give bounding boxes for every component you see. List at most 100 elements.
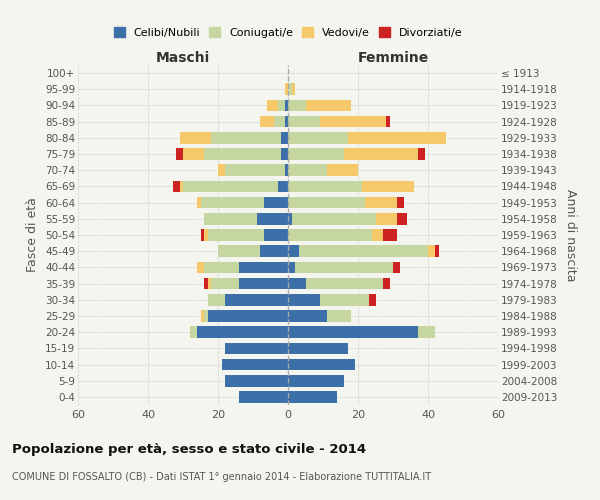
Bar	[320, 294, 368, 306]
Bar	[239, 391, 288, 402]
Bar	[326, 310, 351, 322]
Bar	[435, 246, 439, 257]
Bar	[260, 246, 288, 257]
Bar	[292, 213, 376, 224]
Bar	[263, 197, 288, 208]
Bar	[284, 100, 288, 112]
Bar	[267, 100, 277, 112]
Bar	[288, 132, 347, 143]
Y-axis label: Anni di nascita: Anni di nascita	[564, 188, 577, 281]
Bar	[288, 213, 292, 224]
Bar	[397, 197, 404, 208]
Bar	[383, 278, 389, 289]
Bar	[288, 326, 418, 338]
Bar	[263, 229, 288, 241]
Bar	[197, 262, 204, 273]
Bar	[173, 180, 179, 192]
Text: COMUNE DI FOSSALTO (CB) - Dati ISTAT 1° gennaio 2014 - Elaborazione TUTTITALIA.I: COMUNE DI FOSSALTO (CB) - Dati ISTAT 1° …	[12, 472, 431, 482]
Bar	[204, 229, 208, 241]
Bar	[288, 180, 361, 192]
Bar	[211, 132, 281, 143]
Bar	[288, 278, 305, 289]
Bar	[288, 164, 326, 176]
Bar	[257, 213, 288, 224]
Bar	[218, 164, 225, 176]
Text: Femmine: Femmine	[358, 51, 428, 65]
Bar	[204, 278, 208, 289]
Bar	[179, 132, 211, 143]
Bar	[239, 278, 288, 289]
Bar	[208, 310, 288, 322]
Bar	[225, 294, 288, 306]
Bar	[200, 229, 204, 241]
Bar	[372, 229, 383, 241]
Bar	[347, 132, 445, 143]
Bar	[288, 375, 344, 386]
Bar	[239, 262, 288, 273]
Bar	[288, 229, 372, 241]
Bar	[260, 116, 274, 128]
Bar	[418, 148, 425, 160]
Bar	[288, 294, 320, 306]
Bar	[305, 278, 383, 289]
Bar	[225, 164, 284, 176]
Bar	[284, 116, 288, 128]
Bar	[277, 100, 284, 112]
Bar	[344, 148, 418, 160]
Bar	[211, 278, 239, 289]
Bar	[368, 294, 376, 306]
Bar	[176, 148, 183, 160]
Bar	[376, 213, 397, 224]
Bar	[218, 246, 260, 257]
Bar	[288, 84, 292, 95]
Bar	[204, 262, 239, 273]
Bar	[361, 180, 414, 192]
Legend: Celibi/Nubili, Coniugati/e, Vedovi/e, Divorziati/e: Celibi/Nubili, Coniugati/e, Vedovi/e, Di…	[109, 23, 467, 42]
Bar	[277, 180, 288, 192]
Bar	[281, 132, 288, 143]
Text: Popolazione per età, sesso e stato civile - 2014: Popolazione per età, sesso e stato civil…	[12, 442, 366, 456]
Bar	[288, 100, 305, 112]
Bar	[197, 197, 200, 208]
Bar	[320, 116, 386, 128]
Bar	[221, 358, 288, 370]
Bar	[204, 213, 257, 224]
Bar	[225, 342, 288, 354]
Bar	[288, 262, 295, 273]
Bar	[326, 164, 358, 176]
Bar	[288, 197, 365, 208]
Bar	[288, 391, 337, 402]
Bar	[284, 164, 288, 176]
Bar	[281, 148, 288, 160]
Bar	[428, 246, 435, 257]
Bar	[305, 100, 351, 112]
Bar	[288, 358, 355, 370]
Bar	[197, 326, 288, 338]
Bar	[292, 84, 295, 95]
Bar	[288, 246, 299, 257]
Bar	[183, 180, 277, 192]
Bar	[393, 262, 400, 273]
Bar	[200, 197, 263, 208]
Bar	[288, 310, 326, 322]
Y-axis label: Fasce di età: Fasce di età	[26, 198, 40, 272]
Text: Maschi: Maschi	[156, 51, 210, 65]
Bar	[288, 342, 347, 354]
Bar	[418, 326, 435, 338]
Bar	[397, 213, 407, 224]
Bar	[204, 148, 281, 160]
Bar	[208, 278, 211, 289]
Bar	[274, 116, 284, 128]
Bar	[284, 84, 288, 95]
Bar	[204, 310, 208, 322]
Bar	[288, 148, 344, 160]
Bar	[295, 262, 393, 273]
Bar	[386, 116, 389, 128]
Bar	[225, 375, 288, 386]
Bar	[208, 294, 225, 306]
Bar	[208, 229, 263, 241]
Bar	[190, 326, 197, 338]
Bar	[383, 229, 397, 241]
Bar	[200, 310, 204, 322]
Bar	[299, 246, 428, 257]
